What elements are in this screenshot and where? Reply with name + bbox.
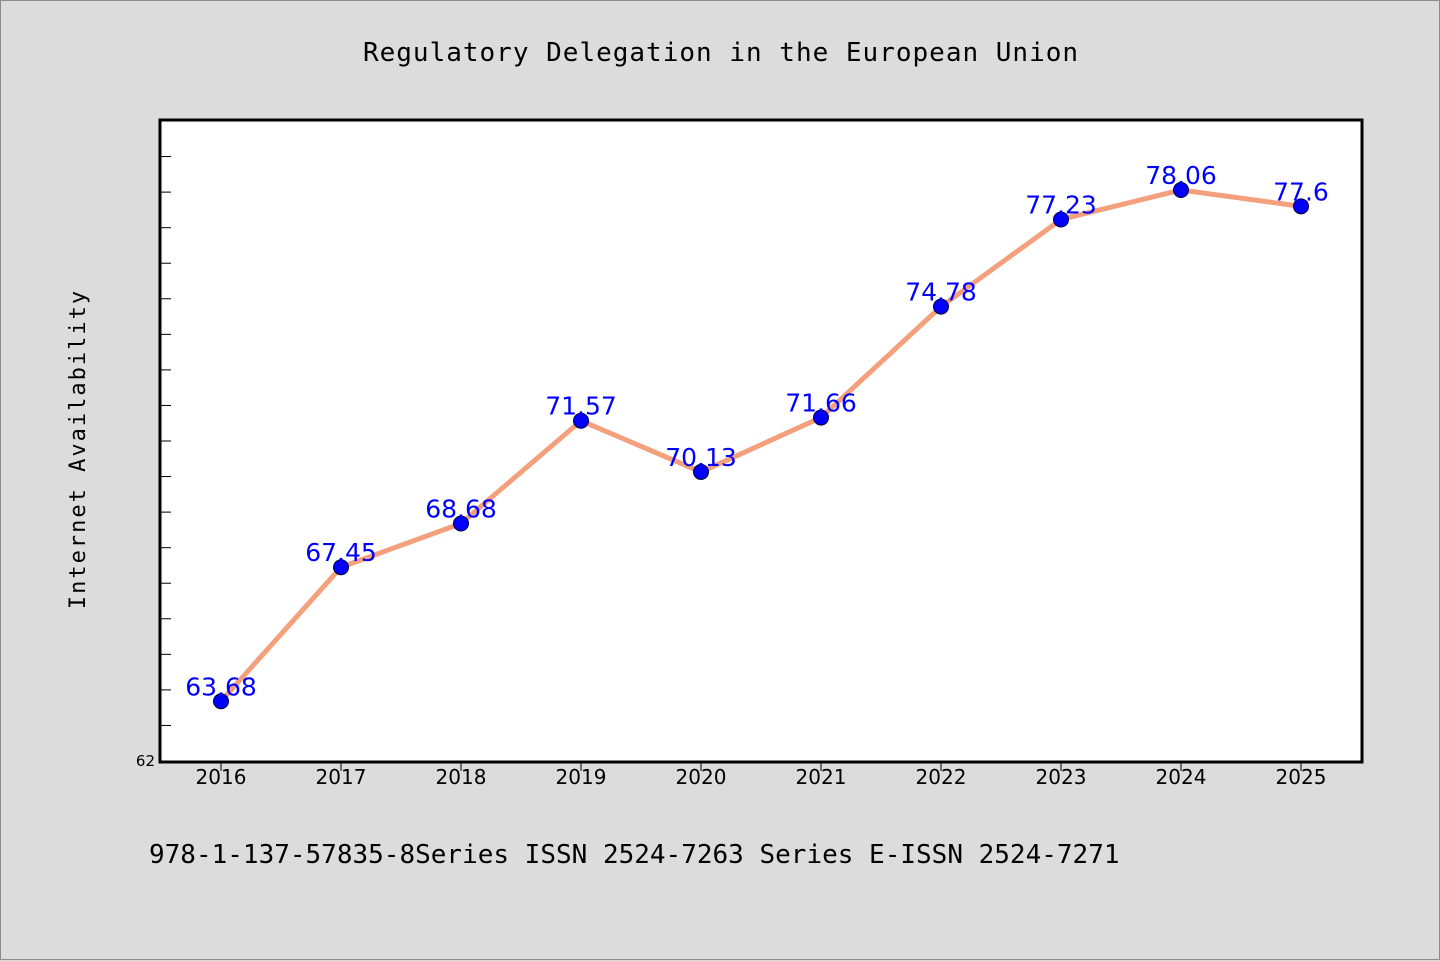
data-point — [693, 463, 709, 480]
data-label: 77.6 — [1273, 177, 1329, 206]
series-line — [218, 187, 1304, 704]
x-tick-label: 2025 — [1276, 765, 1327, 789]
data-label: 74.78 — [905, 278, 977, 307]
x-tick-label: 2017 — [316, 765, 367, 789]
data-point — [573, 412, 589, 429]
data-point — [333, 559, 349, 576]
data-point — [1173, 181, 1189, 198]
x-tick-label: 2024 — [1156, 765, 1207, 789]
data-label: 71.66 — [785, 389, 857, 418]
plot-area — [158, 118, 1364, 764]
x-tick-label: 2022 — [916, 765, 967, 789]
footer-isbn-text: 978-1-137-57835-8Series ISSN 2524-7263 S… — [149, 840, 1120, 870]
series-layer: 63.68 67.45 68.68 71.57 70.13 71.66 74.78 77.23… — [185, 161, 1329, 710]
data-label: 71.57 — [545, 392, 617, 421]
axis-ticks: 62 2016 2017 2018 2019 2020 2021 2022 2023 2024 20… — [136, 156, 1327, 789]
data-label: 67.45 — [305, 538, 377, 567]
x-tick-label: 2018 — [436, 765, 487, 789]
data-point — [213, 693, 229, 710]
data-label: 70.13 — [665, 443, 737, 472]
data-point — [1293, 198, 1309, 215]
data-label: 68.68 — [425, 494, 497, 523]
y-axis-label: Internet Availability — [66, 289, 91, 609]
x-tick-label: 2020 — [676, 765, 727, 789]
x-tick-label: 2023 — [1036, 765, 1087, 789]
data-label: 63.68 — [185, 672, 257, 701]
data-label: 77.23 — [1025, 190, 1097, 219]
data-label: 78.06 — [1145, 161, 1217, 190]
chart-title: Regulatory Delegation in the European Un… — [363, 38, 1079, 68]
data-point — [933, 298, 949, 315]
x-tick-label: 2016 — [196, 765, 247, 789]
data-point — [813, 409, 829, 426]
x-tick-label: 2019 — [556, 765, 607, 789]
data-point — [1053, 211, 1069, 228]
x-tick-label: 2021 — [796, 765, 847, 789]
data-point — [453, 515, 469, 532]
y-tick-label: 62 — [136, 752, 155, 770]
